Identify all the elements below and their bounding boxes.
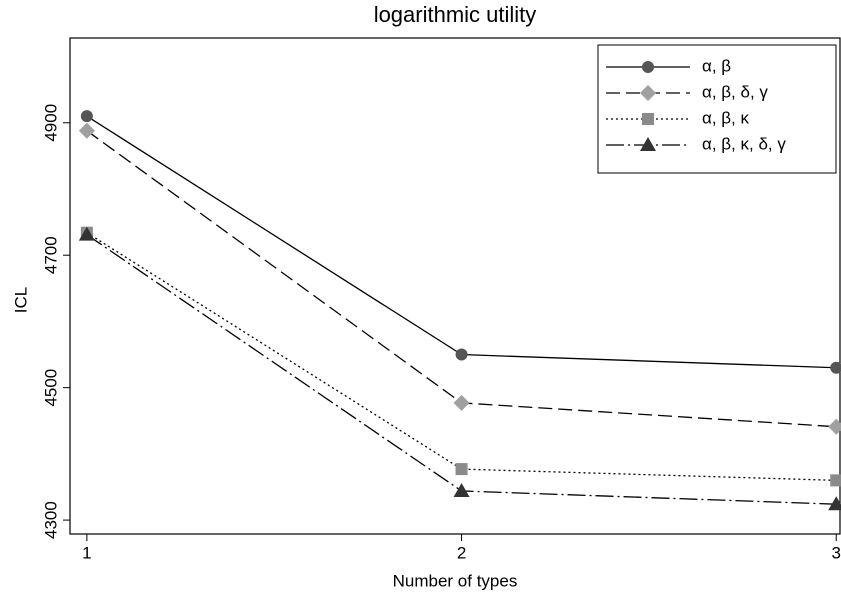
y-tick-label: 4300 bbox=[41, 501, 60, 539]
legend-label: α, β, δ, γ bbox=[702, 82, 768, 101]
marker bbox=[828, 418, 841, 435]
legend-box bbox=[597, 44, 837, 174]
marker bbox=[455, 348, 468, 361]
y-tick-label: 4700 bbox=[41, 236, 60, 274]
legend-label: α, β bbox=[702, 56, 731, 75]
marker bbox=[80, 110, 93, 123]
legend-label: α, β, κ bbox=[702, 108, 749, 127]
marker bbox=[78, 122, 95, 139]
marker bbox=[828, 496, 841, 511]
x-tick-label: 1 bbox=[82, 543, 91, 562]
x-tick-label: 3 bbox=[832, 543, 841, 562]
y-tick-label: 4500 bbox=[41, 369, 60, 407]
marker bbox=[455, 463, 468, 476]
y-tick-label: 4900 bbox=[41, 104, 60, 142]
legend-label: α, β, κ, δ, γ bbox=[702, 134, 786, 153]
marker bbox=[830, 361, 841, 374]
marker bbox=[640, 85, 656, 101]
series-line bbox=[86, 130, 837, 428]
marker bbox=[640, 137, 656, 151]
chart-title: logarithmic utility bbox=[374, 2, 537, 27]
marker bbox=[830, 474, 841, 487]
y-axis-label: ICL bbox=[11, 287, 30, 313]
plot-frame bbox=[69, 37, 841, 535]
x-tick-label: 2 bbox=[457, 543, 466, 562]
marker bbox=[642, 61, 654, 73]
marker bbox=[453, 394, 470, 411]
marker bbox=[78, 226, 95, 241]
marker bbox=[453, 482, 470, 497]
x-axis-label: Number of types bbox=[393, 571, 518, 590]
marker bbox=[642, 113, 654, 125]
